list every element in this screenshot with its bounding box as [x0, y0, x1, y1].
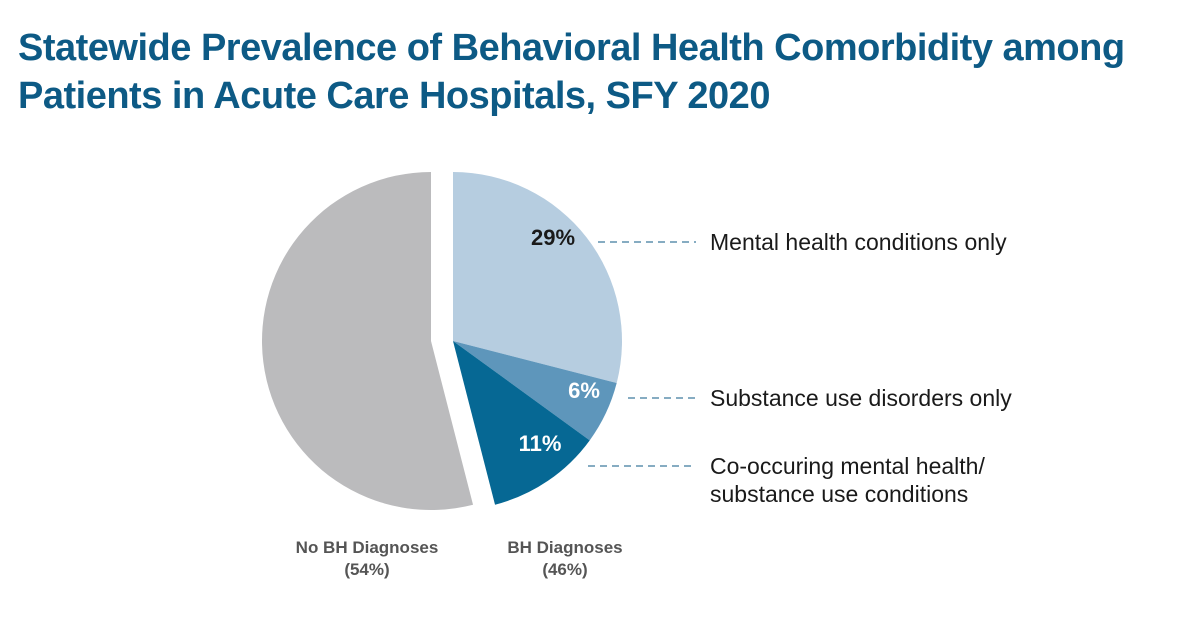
slice-data-label: 29%	[531, 225, 575, 250]
group-name: No BH Diagnoses	[295, 538, 439, 557]
group-label-no-bh: No BH Diagnoses (54%)	[262, 537, 472, 581]
legend-label-mental-health: Mental health conditions only	[710, 228, 1007, 256]
pie-slice-mental-health-conditions-only	[453, 172, 623, 384]
group-pct: (46%)	[542, 560, 588, 579]
legend-text: Substance use disorders only	[710, 385, 1012, 411]
group-label-bh: BH Diagnoses (46%)	[480, 537, 650, 581]
group-name: BH Diagnoses	[507, 538, 623, 557]
pie-slice-co-occuring-mental-health-substance-use-conditions	[453, 341, 590, 505]
group-pct: (54%)	[344, 560, 390, 579]
legend-text: Mental health conditions only	[710, 229, 1007, 255]
legend-label-substance-use: Substance use disorders only	[710, 384, 1012, 412]
pie-slice-no-bh-diagnoses	[261, 172, 474, 510]
chart-title-line-2: Patients in Acute Care Hospitals, SFY 20…	[18, 75, 770, 117]
pie-slice-substance-use-disorders-only	[453, 341, 617, 441]
legend-text-line-2: substance use conditions	[710, 481, 969, 507]
legend-text-line-1: Co-occuring mental health/	[710, 453, 985, 479]
slice-data-label: 11%	[519, 431, 562, 456]
chart-title-line-1: Statewide Prevalence of Behavioral Healt…	[18, 27, 1125, 69]
chart-title: Statewide Prevalence of Behavioral Healt…	[18, 24, 1188, 120]
legend-label-co-occurring: Co-occuring mental health/ substance use…	[710, 452, 985, 508]
slice-data-label: 6%	[568, 378, 600, 403]
